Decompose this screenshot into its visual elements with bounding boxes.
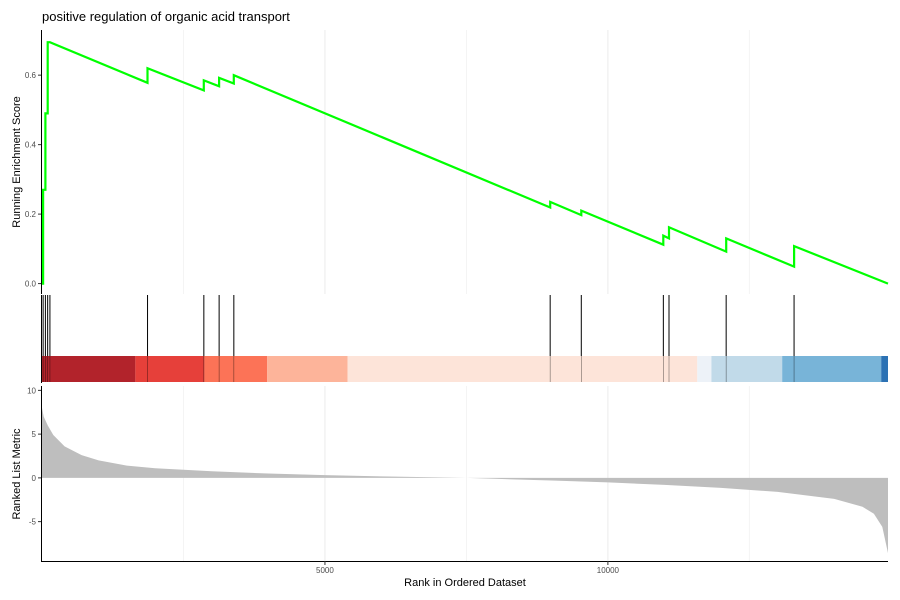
chart-title: positive regulation of organic acid tran…	[42, 9, 290, 24]
x-tick-label: 10000	[597, 566, 620, 575]
running-score-gridlines	[183, 30, 750, 294]
y-tick-label: 0.6	[25, 71, 37, 80]
y-tick-label: 5	[32, 430, 37, 439]
ranked-metric-y-ticks: -5 0 5 10	[27, 386, 41, 527]
running-score-y-ticks: 0.0 0.2 0.4 0.6	[25, 71, 41, 289]
running-score-line	[42, 41, 889, 285]
ranked-metric-y-axis-title: Ranked List Metric	[11, 428, 23, 520]
heat-band	[697, 356, 712, 382]
y-tick-label: 10	[27, 386, 36, 395]
gene-hits-panel	[41, 295, 888, 383]
y-tick-label: 0	[32, 474, 37, 483]
x-tick-label: 5000	[316, 566, 334, 575]
x-axis-title: Rank in Ordered Dataset	[404, 577, 526, 589]
y-tick-label: 0.4	[25, 141, 37, 150]
heat-band	[347, 356, 698, 382]
ranked-metric-panel: -5 0 5 10 5000 10000 Ranked List Metric Rank…	[11, 386, 888, 589]
heat-band	[204, 356, 268, 382]
heat-band	[135, 356, 205, 382]
y-tick-label: -5	[29, 518, 37, 527]
y-tick-label: 0.2	[25, 210, 37, 219]
running-score-panel: 0.0 0.2 0.4 0.6 Running Enrichment Score	[11, 30, 889, 294]
heat-band	[42, 356, 136, 382]
heat-band	[881, 356, 888, 382]
gene-hit-marks	[42, 295, 795, 356]
rank-heat-bands	[42, 356, 888, 382]
heat-band	[267, 356, 348, 382]
heat-band	[782, 356, 882, 382]
ranked-metric-area	[42, 407, 888, 554]
heat-band	[711, 356, 783, 382]
y-tick-label: 0.0	[25, 280, 37, 289]
x-axis-ticks: 5000 10000	[316, 561, 620, 575]
running-score-y-axis-title: Running Enrichment Score	[11, 96, 23, 227]
